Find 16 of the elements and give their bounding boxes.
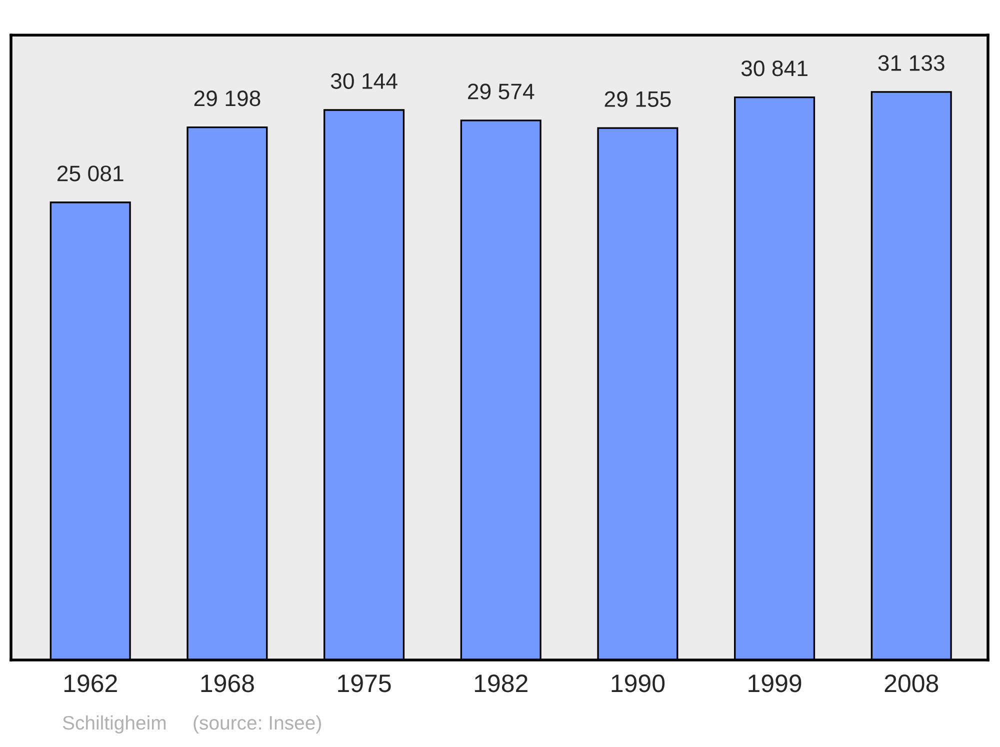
x-tick-label: 1962 (64, 674, 117, 692)
data-label: 29 198 (194, 90, 260, 106)
data-label: 30 841 (741, 60, 808, 76)
x-tick-label: 1999 (748, 674, 802, 692)
x-tick-label: 1982 (474, 674, 528, 692)
text: Schiltigheim (62, 715, 166, 734)
data-label: 31 133 (878, 55, 944, 71)
data-label: 29 574 (468, 84, 534, 100)
data-label: 30 144 (330, 73, 398, 89)
x-tick-label: 1968 (201, 674, 254, 692)
x-tick-label: 1975 (338, 674, 391, 692)
x-tick-label: 2008 (884, 674, 938, 692)
text: (source: Insee) (194, 715, 321, 734)
data-label: 25 081 (58, 166, 124, 182)
data-label: 29 155 (604, 91, 671, 108)
x-tick-label: 1990 (612, 674, 665, 692)
